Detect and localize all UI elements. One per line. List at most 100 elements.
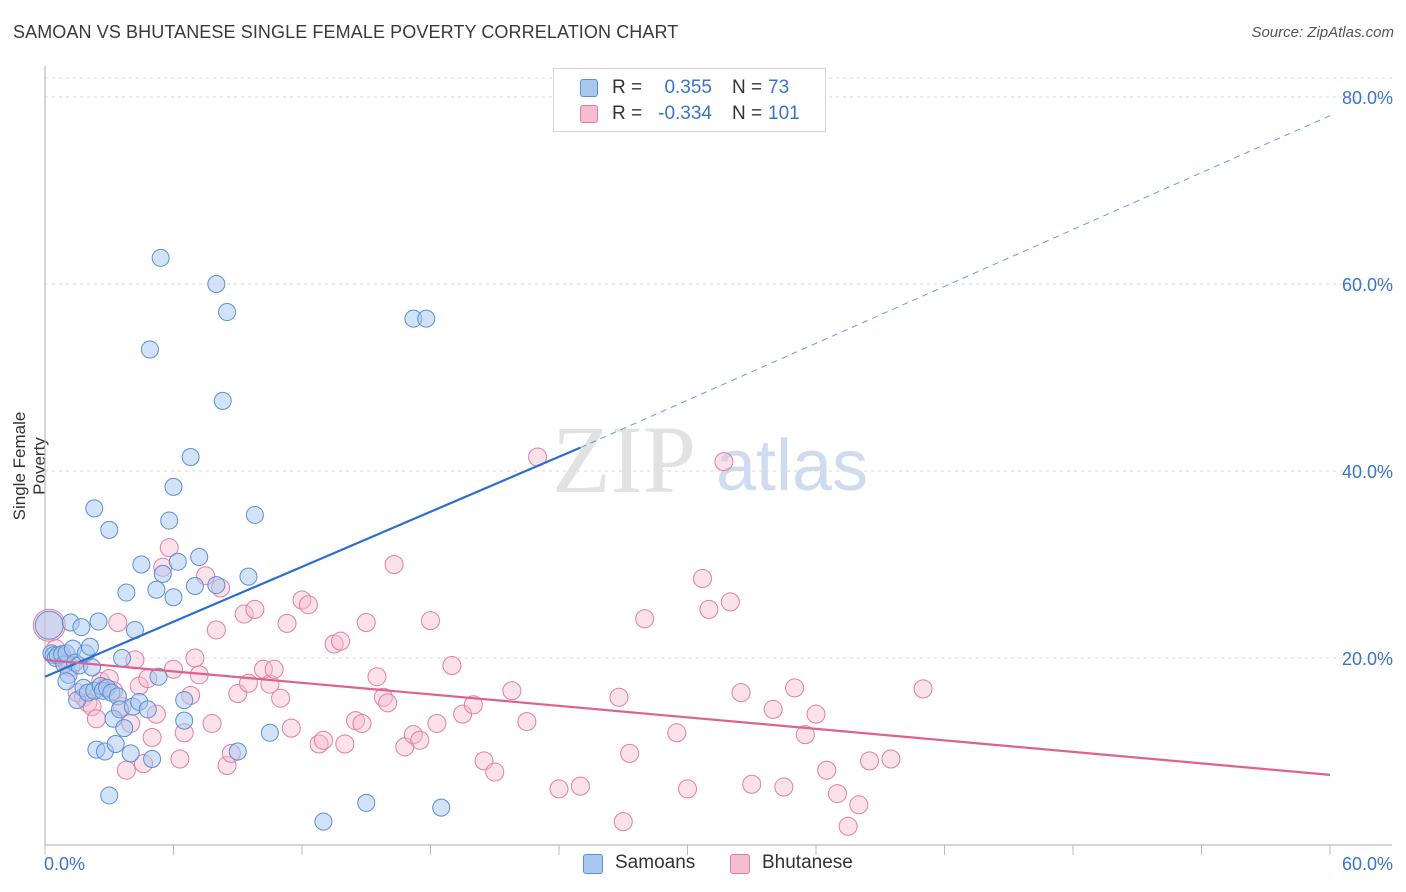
samoans-point bbox=[80, 637, 99, 656]
bhutanese-point bbox=[763, 699, 783, 719]
bhutanese-point bbox=[228, 684, 248, 704]
samoans-point bbox=[138, 700, 157, 719]
watermark-zip: ZIP bbox=[552, 406, 696, 513]
bhutanese-point bbox=[116, 760, 136, 780]
bhutanese-point bbox=[202, 713, 222, 733]
bhutanese-point bbox=[714, 452, 734, 472]
samoans-point bbox=[260, 723, 279, 742]
x-tick-label: 60.0% bbox=[1342, 854, 1393, 874]
x-tick-label: 0.0% bbox=[44, 854, 85, 874]
bhutanese-point bbox=[356, 612, 376, 632]
bhutanese-point bbox=[352, 713, 372, 733]
y-tick-label: 80.0% bbox=[1342, 88, 1393, 108]
bhutanese-point bbox=[234, 604, 254, 624]
samoans-point bbox=[100, 786, 119, 805]
bhutanese-point bbox=[410, 730, 430, 750]
y-tick-label: 40.0% bbox=[1342, 462, 1393, 482]
bhutanese-point bbox=[264, 659, 284, 679]
samoans-legend-swatch bbox=[583, 854, 603, 874]
tick-labels: 20.0% 40.0% 60.0% 80.0% 0.0% 60.0% bbox=[44, 88, 1393, 874]
bhutanese-point bbox=[731, 683, 751, 703]
samoans-point bbox=[100, 520, 119, 539]
samoans-point bbox=[115, 719, 134, 738]
stats-row-bhutanese: R = -0.334 N = 101 bbox=[554, 101, 825, 127]
samoans-point bbox=[34, 610, 64, 640]
samoans-point bbox=[357, 793, 376, 812]
bhutanese-point bbox=[785, 678, 805, 698]
samoans-point bbox=[181, 447, 200, 466]
samoans-point bbox=[168, 552, 187, 571]
bhutanese-point bbox=[298, 595, 318, 615]
source-label: Source: ZipAtlas.com bbox=[1251, 24, 1394, 41]
bhutanese-point bbox=[108, 612, 128, 632]
bhutanese-point bbox=[678, 779, 697, 799]
stats-legend: R = 0.355 N = 73 R = -0.334 N = 101 bbox=[553, 68, 826, 132]
samoans-point bbox=[175, 691, 194, 710]
bhutanese-point bbox=[367, 667, 387, 687]
bhutanese-point bbox=[313, 730, 333, 750]
bhutanese-point bbox=[549, 779, 569, 799]
samoans-point bbox=[132, 555, 151, 574]
bhutanese-point bbox=[667, 723, 687, 743]
bhutanese-point bbox=[164, 659, 183, 679]
samoans-point bbox=[113, 649, 132, 667]
samoans-point bbox=[164, 477, 183, 496]
samoans-swatch bbox=[580, 79, 598, 97]
samoans-point bbox=[160, 511, 179, 530]
bhutanese-trendline bbox=[44, 658, 1331, 776]
bhutanese-point bbox=[609, 687, 629, 707]
samoans-point bbox=[175, 711, 194, 730]
bhutanese-point bbox=[699, 599, 719, 619]
samoans-point bbox=[239, 567, 258, 586]
samoans-point bbox=[85, 499, 104, 518]
bhutanese-point bbox=[86, 709, 106, 729]
bhutanese-point bbox=[206, 620, 226, 640]
n-label: N = bbox=[732, 103, 763, 124]
n-value: 73 bbox=[768, 77, 790, 98]
bhutanese-point bbox=[463, 695, 483, 715]
bhutanese-point bbox=[517, 712, 537, 732]
samoans-point bbox=[143, 749, 162, 768]
samoans-point bbox=[314, 812, 333, 831]
bhutanese-point bbox=[271, 688, 291, 708]
samoans-points bbox=[34, 248, 451, 831]
samoans-point bbox=[149, 667, 168, 686]
bhutanese-swatch bbox=[580, 105, 598, 123]
samoans-point bbox=[72, 618, 91, 637]
samoans-point bbox=[207, 576, 226, 595]
bhutanese-point bbox=[142, 727, 162, 747]
samoans-point bbox=[190, 548, 209, 567]
bhutanese-point bbox=[742, 774, 762, 794]
trendlines bbox=[44, 115, 1331, 776]
n-label: N = bbox=[732, 77, 763, 98]
bhutanese-point bbox=[331, 631, 351, 651]
bhutanese-point bbox=[442, 655, 462, 675]
legend-label: Bhutanese bbox=[762, 852, 853, 873]
bhutanese-point bbox=[692, 569, 712, 589]
r-label: R = bbox=[612, 103, 643, 124]
bhutanese-point bbox=[384, 555, 404, 574]
bhutanese-point bbox=[570, 776, 590, 796]
bhutanese-point bbox=[849, 795, 869, 815]
bhutanese-point bbox=[502, 681, 522, 701]
r-value: 0.355 bbox=[664, 77, 712, 98]
bhutanese-point bbox=[827, 784, 847, 804]
samoans-point bbox=[106, 735, 125, 754]
samoans-point bbox=[213, 391, 232, 410]
samoans-point bbox=[432, 798, 451, 817]
watermark-atlas: atlas bbox=[716, 426, 868, 506]
samoans-point bbox=[207, 275, 226, 293]
bhutanese-point bbox=[860, 751, 880, 771]
samoans-trendline-extension bbox=[580, 115, 1331, 449]
samoans-point bbox=[151, 248, 170, 267]
bhutanese-point bbox=[427, 713, 447, 733]
samoans-point bbox=[218, 303, 237, 322]
stats-row-samoans: R = 0.355 N = 73 bbox=[554, 75, 825, 101]
samoans-point bbox=[185, 577, 204, 596]
bhutanese-point bbox=[720, 592, 740, 612]
bhutanese-point bbox=[277, 613, 297, 633]
samoans-point bbox=[147, 580, 166, 599]
bhutanese-point bbox=[170, 749, 190, 769]
bhutanese-point bbox=[774, 777, 794, 797]
bhutanese-points bbox=[32, 447, 933, 836]
